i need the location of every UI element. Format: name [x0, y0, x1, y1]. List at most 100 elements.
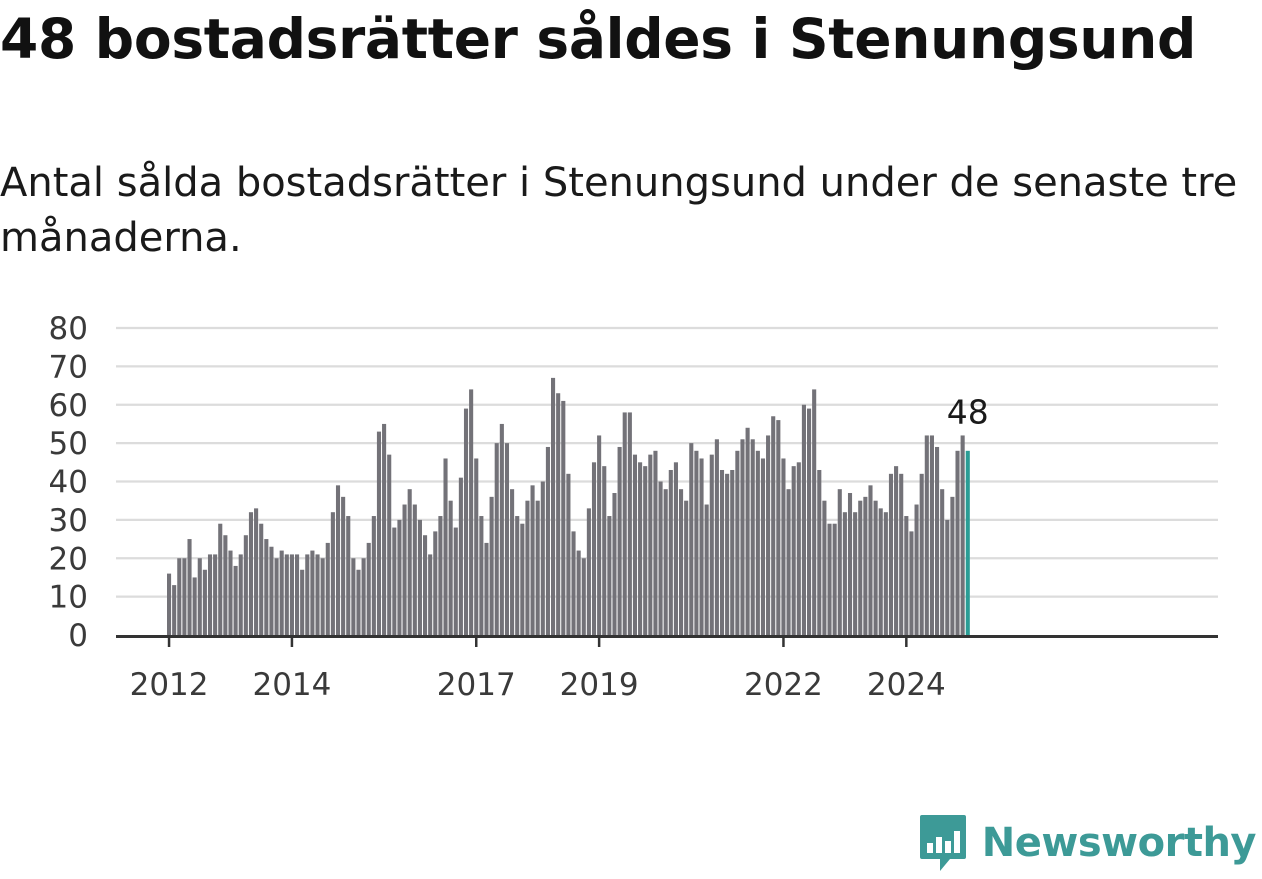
bar: [382, 423, 387, 635]
bar: [894, 466, 899, 635]
bar: [689, 443, 694, 635]
end-value-label: 48: [947, 392, 989, 431]
bar: [909, 531, 914, 635]
bar: [346, 516, 351, 635]
bar: [484, 542, 489, 635]
bar: [658, 481, 663, 635]
bar: [202, 569, 207, 635]
bar: [648, 454, 653, 635]
x-tick-label: 2014: [252, 667, 331, 703]
bar: [407, 489, 412, 635]
bar: [525, 500, 530, 635]
bar: [643, 466, 648, 635]
bar: [433, 531, 438, 635]
bar: [919, 473, 924, 635]
brand-logo: Newsworthy: [918, 813, 1257, 873]
bar: [438, 516, 443, 635]
bar: [494, 443, 499, 635]
bar: [745, 427, 750, 635]
bar: [443, 458, 448, 635]
bar: [684, 500, 689, 635]
bar: [469, 389, 474, 635]
bar: [612, 493, 617, 635]
bar: [796, 462, 801, 635]
y-tick-label: 80: [49, 311, 88, 347]
bar: [771, 416, 776, 635]
bar: [479, 516, 484, 635]
bar: [341, 496, 346, 635]
bar: [822, 500, 827, 635]
bar: [187, 539, 192, 635]
bar: [182, 558, 187, 635]
bar: [387, 454, 392, 635]
bar: [699, 458, 704, 635]
end-label-group: 48: [947, 392, 989, 431]
bar: [417, 519, 422, 635]
bar: [735, 450, 740, 635]
bar: [551, 377, 556, 635]
bar: [904, 516, 909, 635]
bar: [167, 573, 172, 635]
bar-chart-badge-icon: [919, 815, 966, 871]
bar: [760, 458, 766, 635]
bar: [489, 496, 494, 635]
bar: [428, 554, 433, 635]
bar: [325, 542, 330, 635]
bar: [474, 458, 479, 635]
bar: [499, 423, 504, 635]
bar: [284, 554, 289, 635]
bar: [827, 523, 832, 635]
bar: [899, 473, 904, 635]
bar: [740, 439, 745, 635]
y-tick-label: 60: [49, 388, 88, 424]
brand-name: Newsworthy: [981, 820, 1257, 866]
bar: [300, 569, 305, 635]
chart-subtitle: Antal sålda bostadsrätter i Stenungsund …: [0, 160, 1238, 261]
bar: [243, 535, 248, 635]
bar: [709, 454, 714, 635]
bar: [238, 554, 243, 635]
bar: [617, 446, 622, 635]
bar: [335, 485, 341, 635]
bar: [940, 489, 945, 635]
bar: [955, 450, 960, 635]
bar: [653, 450, 658, 635]
bar: [453, 527, 458, 635]
x-tick-label: 2019: [560, 667, 639, 703]
bar: [597, 435, 602, 635]
bar: [223, 535, 228, 635]
bar: [622, 412, 627, 635]
bar: [766, 435, 771, 635]
bar: [233, 565, 238, 635]
bar: [351, 558, 356, 635]
bar: [448, 500, 453, 635]
bar: [576, 550, 581, 635]
y-tick-label: 0: [68, 618, 88, 654]
bar: [305, 554, 310, 635]
bar: [853, 512, 858, 635]
bar: [315, 554, 320, 635]
chart-title: 48 bostadsrätter såldes i Stenungsund: [0, 7, 1197, 71]
bar: [571, 531, 576, 635]
bar: [863, 496, 868, 635]
bar: [786, 489, 791, 635]
bar: [535, 500, 540, 635]
bar: [627, 412, 632, 635]
bar: [591, 462, 597, 635]
bar: [873, 500, 878, 635]
bar: [279, 550, 284, 635]
bar: [530, 485, 535, 635]
bar: [540, 481, 545, 635]
y-tick-label: 20: [49, 541, 88, 577]
y-tick-label: 50: [49, 426, 88, 462]
bar: [888, 473, 894, 635]
x-tick-label: 2024: [867, 667, 946, 703]
bar: [192, 577, 197, 635]
bar: [842, 512, 847, 635]
bar: [264, 539, 269, 635]
bar: [725, 473, 730, 635]
bar: [950, 496, 955, 635]
bar: [935, 446, 940, 635]
x-axis-ticks: 2012 2014 2017 2019 2022 2024: [130, 637, 946, 703]
bar: [463, 408, 469, 635]
